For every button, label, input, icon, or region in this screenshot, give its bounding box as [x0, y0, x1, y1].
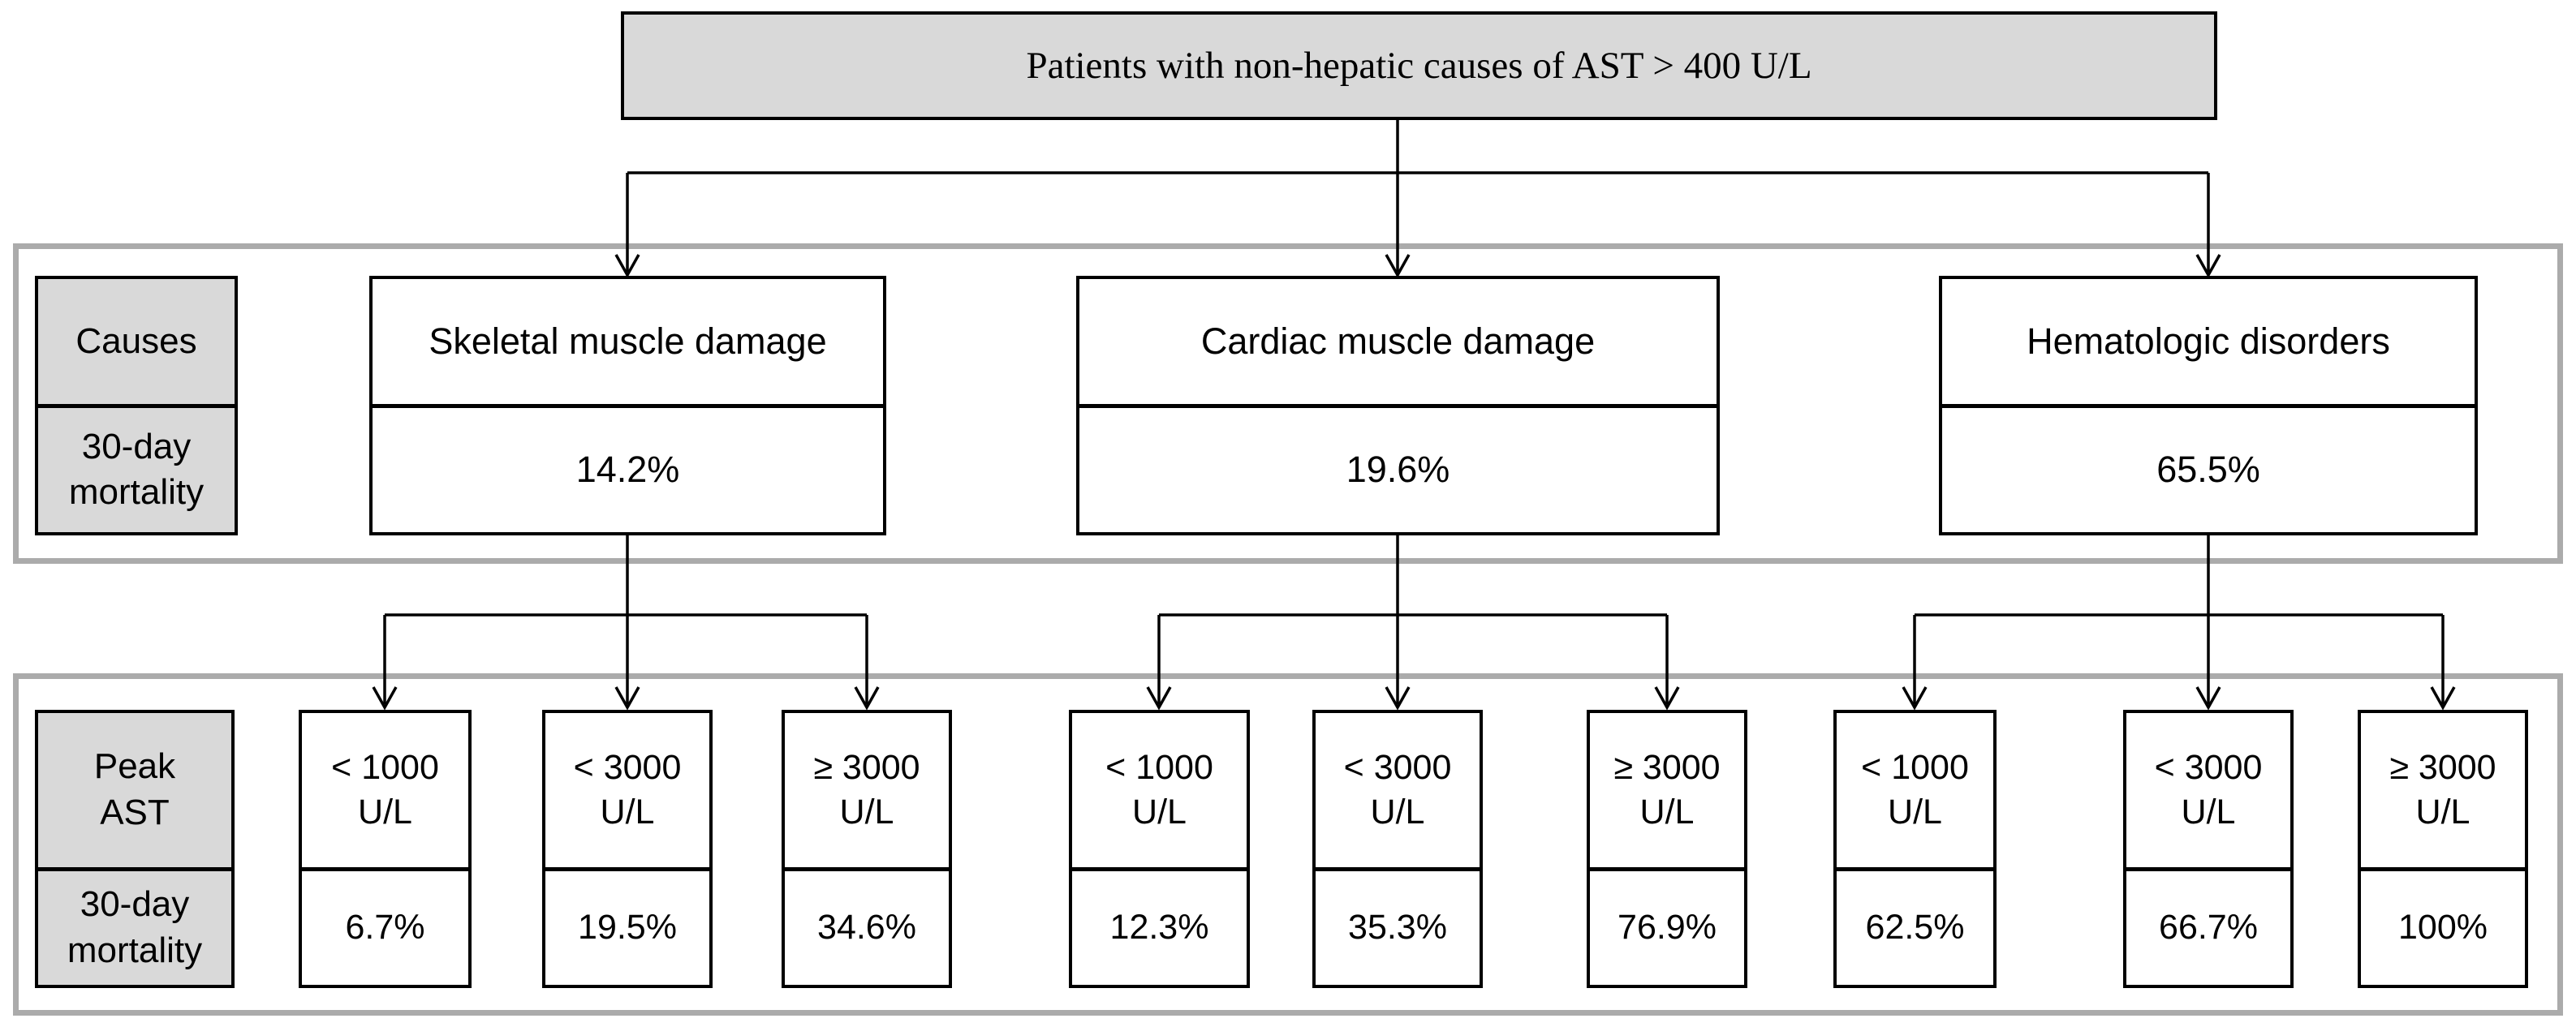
row-header-peak-ast: Peak AST 30-day mortality	[35, 710, 235, 988]
peak-ast-header-cell: Peak AST	[38, 713, 231, 867]
cause-box-cardiac: Cardiac muscle damage 19.6%	[1076, 276, 1720, 535]
peak-ast-box-hematologic-lt3000: < 3000 U/L 66.7%	[2123, 710, 2294, 988]
peak-ast-range: < 3000 U/L	[573, 747, 682, 831]
root-node-box: Patients with non-hepatic causes of AST …	[621, 11, 2217, 120]
peak-ast-mortality: 76.9%	[1590, 866, 1744, 985]
cause-box-hematologic: Hematologic disorders 65.5%	[1939, 276, 2478, 535]
cause-mortality: 65.5%	[1942, 403, 2475, 533]
cause-mortality: 14.2%	[373, 403, 883, 533]
peak-ast-box-cardiac-ge3000: ≥ 3000 U/L 76.9%	[1587, 710, 1747, 988]
cause-label: Hematologic disorders	[2027, 320, 2390, 362]
peak-ast-mortality: 34.6%	[785, 866, 949, 985]
causes-band	[13, 243, 2563, 564]
mortality-header-cell: 30-day mortality	[38, 866, 231, 985]
peak-ast-box-skeletal-ge3000: ≥ 3000 U/L 34.6%	[782, 710, 952, 988]
mortality-header-cell: 30-day mortality	[38, 403, 235, 532]
cause-box-skeletal: Skeletal muscle damage 14.2%	[369, 276, 886, 535]
peak-ast-range: < 1000 U/L	[331, 747, 439, 831]
peak-ast-box-cardiac-lt1000: < 1000 U/L 12.3%	[1069, 710, 1250, 988]
peak-ast-mortality: 12.3%	[1072, 866, 1247, 985]
peak-ast-box-skeletal-lt1000: < 1000 U/L 6.7%	[299, 710, 472, 988]
peak-ast-mortality: 35.3%	[1316, 866, 1480, 985]
peak-ast-box-skeletal-lt3000: < 3000 U/L 19.5%	[542, 710, 713, 988]
root-node-label: Patients with non-hepatic causes of AST …	[1026, 45, 1812, 87]
peak-ast-mortality: 62.5%	[1837, 866, 1993, 985]
peak-ast-range: < 1000 U/L	[1105, 747, 1213, 831]
peak-ast-range: ≥ 3000 U/L	[1613, 747, 1721, 831]
peak-ast-box-hematologic-lt1000: < 1000 U/L 62.5%	[1833, 710, 1997, 988]
cause-mortality: 19.6%	[1079, 403, 1717, 533]
causes-header-cell: Causes	[38, 279, 235, 404]
peak-ast-range: < 3000 U/L	[1343, 747, 1452, 831]
peak-ast-mortality: 6.7%	[302, 866, 468, 985]
peak-ast-box-hematologic-ge3000: ≥ 3000 U/L 100%	[2358, 710, 2528, 988]
peak-ast-range: < 1000 U/L	[1861, 747, 1969, 831]
peak-ast-mortality: 100%	[2361, 866, 2525, 985]
peak-ast-band	[13, 673, 2563, 1016]
peak-ast-range: ≥ 3000 U/L	[813, 747, 920, 831]
peak-ast-mortality: 19.5%	[545, 866, 709, 985]
peak-ast-box-cardiac-lt3000: < 3000 U/L 35.3%	[1312, 710, 1483, 988]
peak-ast-range: < 3000 U/L	[2154, 747, 2263, 831]
row-header-causes: Causes 30-day mortality	[35, 276, 238, 535]
cause-label: Cardiac muscle damage	[1200, 320, 1596, 362]
peak-ast-range: ≥ 3000 U/L	[2389, 747, 2496, 831]
cause-label: Skeletal muscle damage	[429, 320, 827, 362]
peak-ast-mortality: 66.7%	[2126, 866, 2290, 985]
